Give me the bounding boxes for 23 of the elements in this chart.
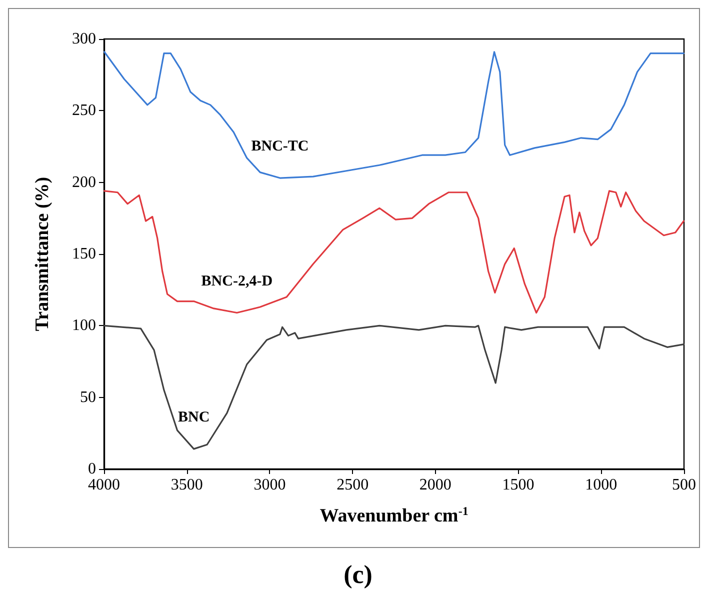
x-tick-label: 2000: [419, 476, 452, 494]
x-tick-label: 1000: [585, 476, 618, 494]
x-tick-label: 1500: [502, 476, 534, 494]
x-tick-label: 3500: [170, 476, 203, 494]
y-axis-title: Transmittance (%): [32, 176, 53, 332]
y-tick-label: 250: [72, 102, 96, 120]
series-label: BNC-2,4-D: [201, 273, 273, 290]
y-tick-label: 150: [72, 246, 96, 262]
x-tick-label: 2500: [336, 476, 369, 494]
x-tick-label: 3000: [254, 476, 286, 494]
line-series: [104, 324, 684, 450]
series-label: BNC-TC: [251, 138, 309, 155]
line-series: [104, 190, 684, 314]
y-tick-label: 50: [80, 388, 96, 406]
text: (c): [342, 560, 374, 590]
x-tick-label: 4000: [88, 476, 120, 494]
y-tick-label: 100: [72, 317, 96, 334]
series-label: BNC: [178, 409, 210, 426]
y-tick-label: 0: [88, 460, 96, 478]
y-tick-label: 300: [72, 30, 96, 48]
y-tick-label: 200: [72, 174, 96, 191]
line-series: [104, 51, 684, 179]
x-tick-label: 500: [672, 476, 696, 494]
